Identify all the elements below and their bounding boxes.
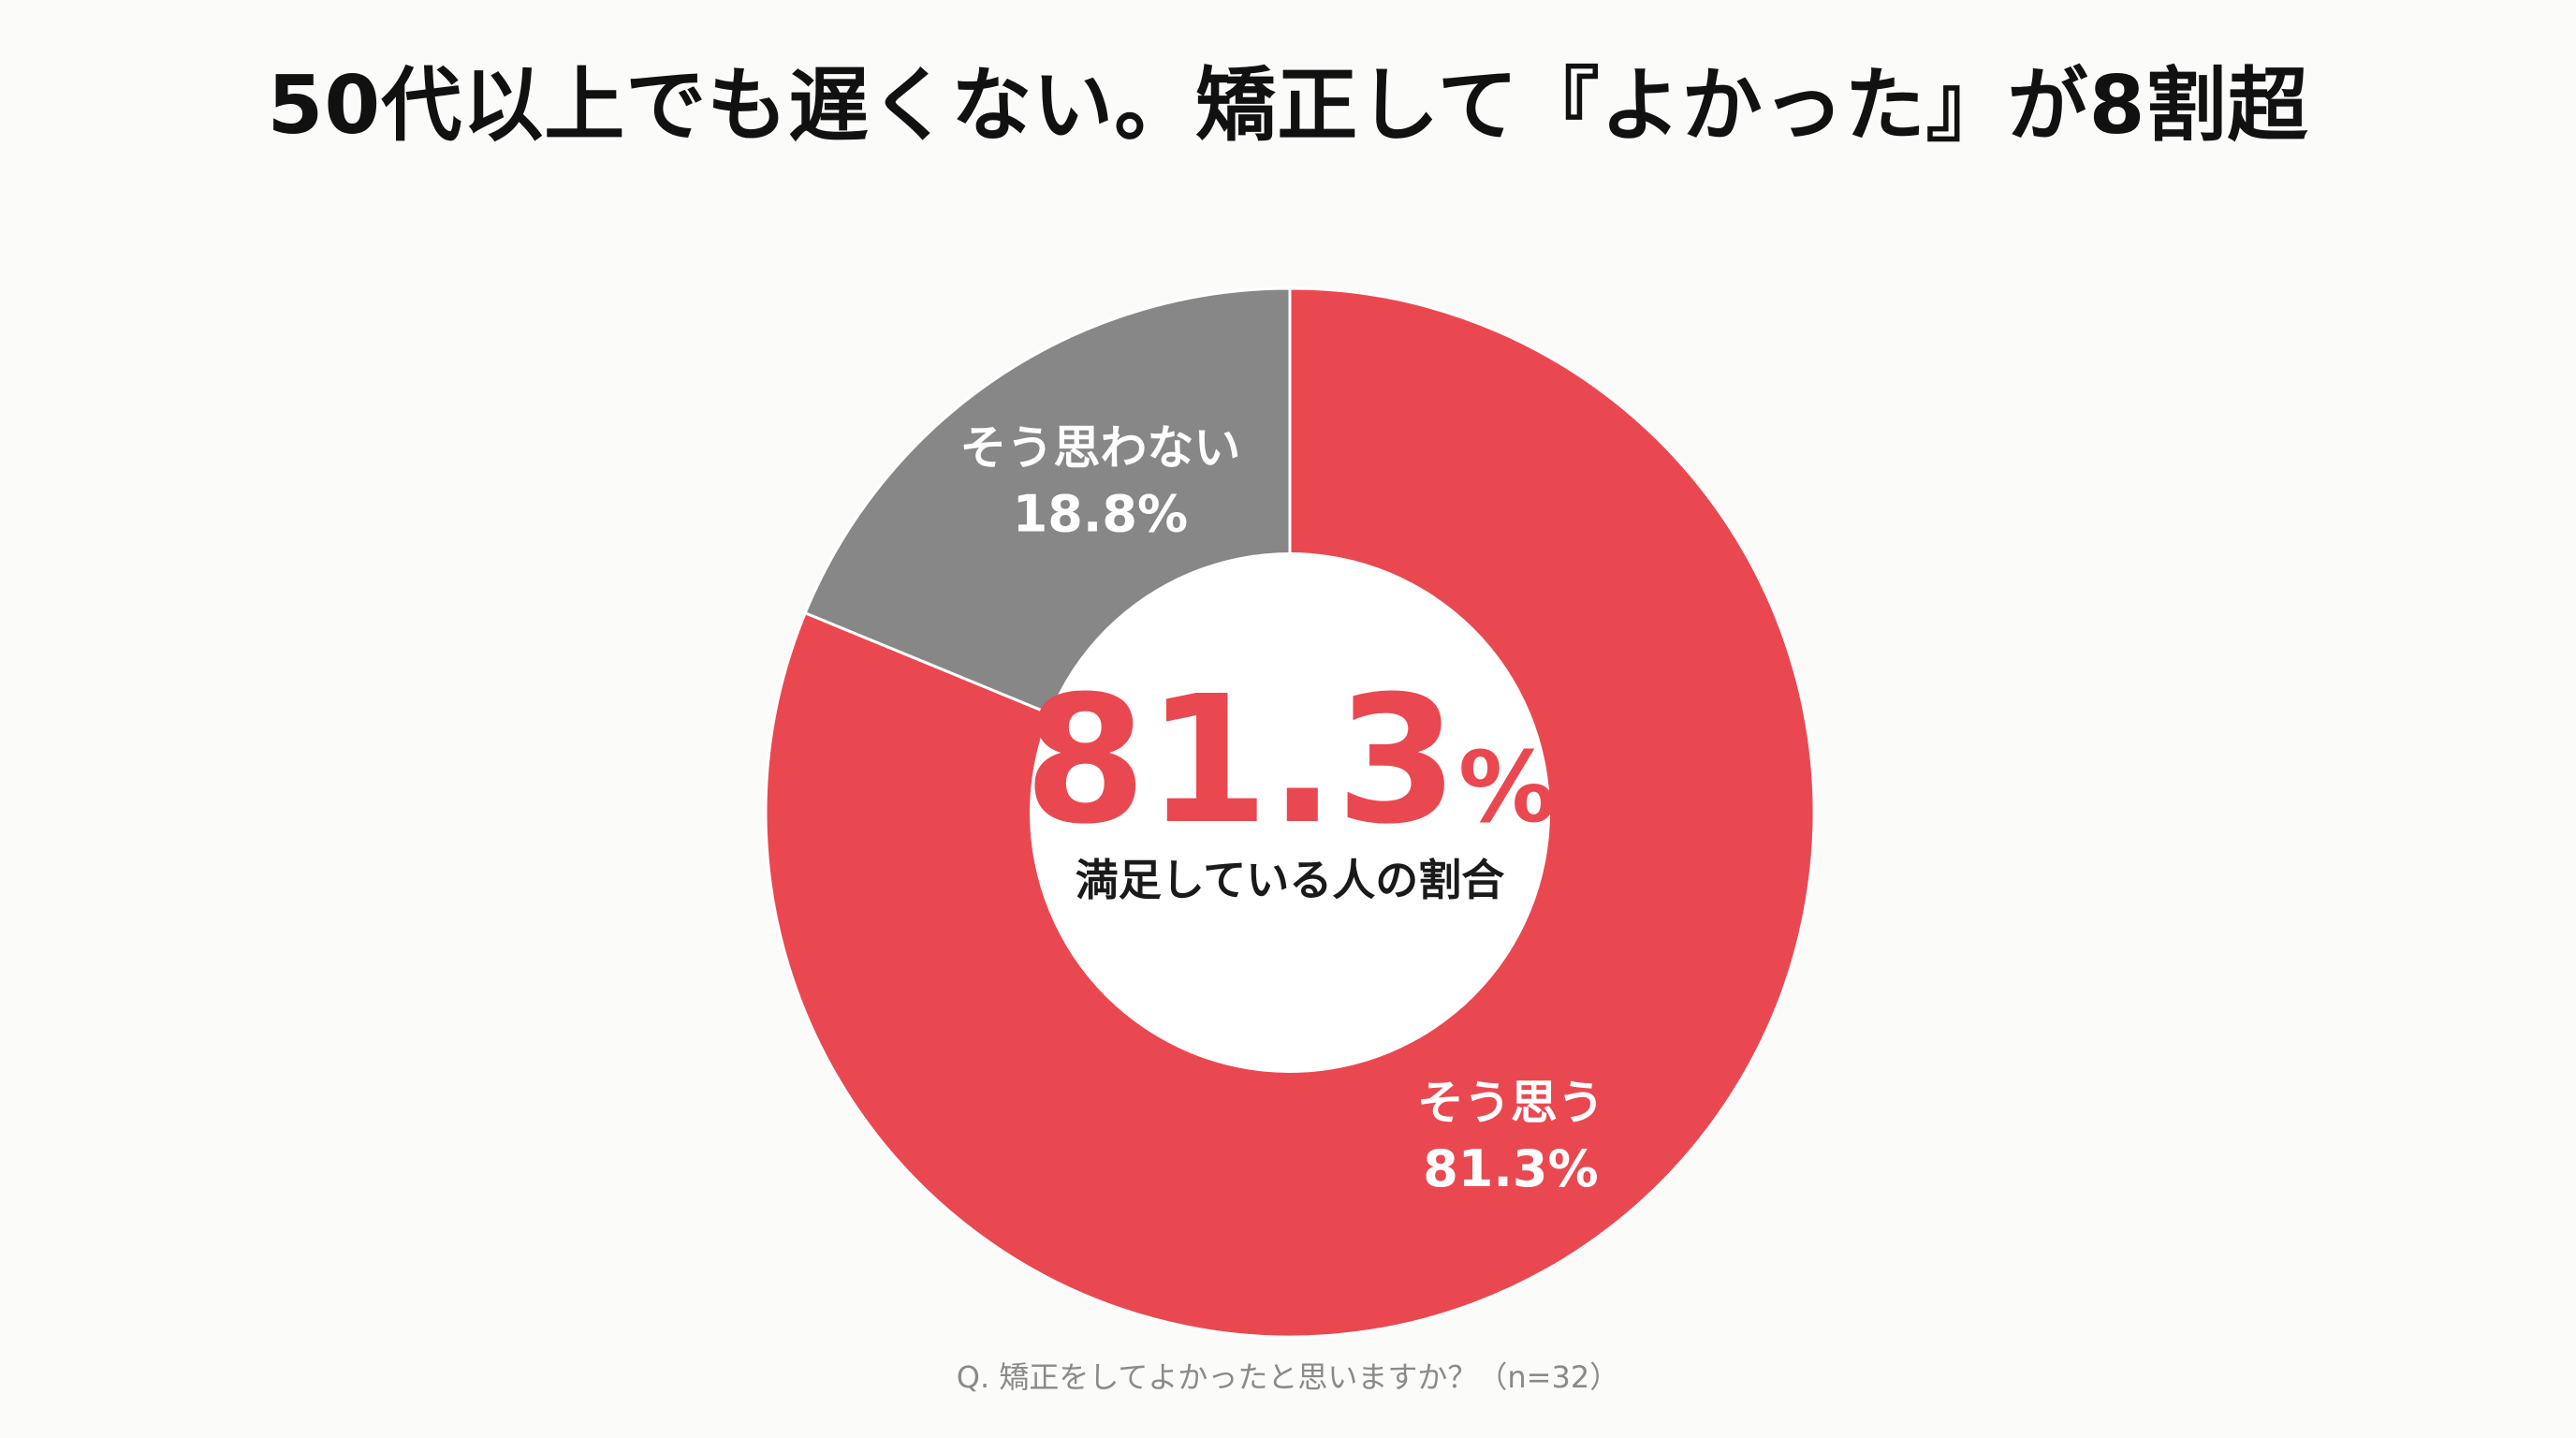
slice-0 xyxy=(764,286,1816,1339)
center-value-number: 81.3 xyxy=(1024,658,1458,863)
slice-value-0: 81.3% xyxy=(1423,1139,1598,1198)
slice-label-0: そう思う xyxy=(1417,1076,1604,1130)
labels-layer: そう思う 81.3% そう思わない 18.8% xyxy=(959,421,1604,1199)
slice-value-1: 18.8% xyxy=(1013,485,1188,544)
center-value-unit: % xyxy=(1458,730,1556,844)
donut-hole xyxy=(1030,552,1550,1073)
center-label: 満足している人の割合 xyxy=(1076,855,1505,905)
chart-title: 50代以上でも遅くない。矯正して『よかった』が8割超 xyxy=(267,59,2309,153)
question-footnote: Q. 矯正をしてよかったと思いますか？（n=32） xyxy=(956,1359,1620,1395)
center-value: 81.3% xyxy=(1024,658,1556,863)
slice-label-1: そう思わない xyxy=(959,421,1240,476)
